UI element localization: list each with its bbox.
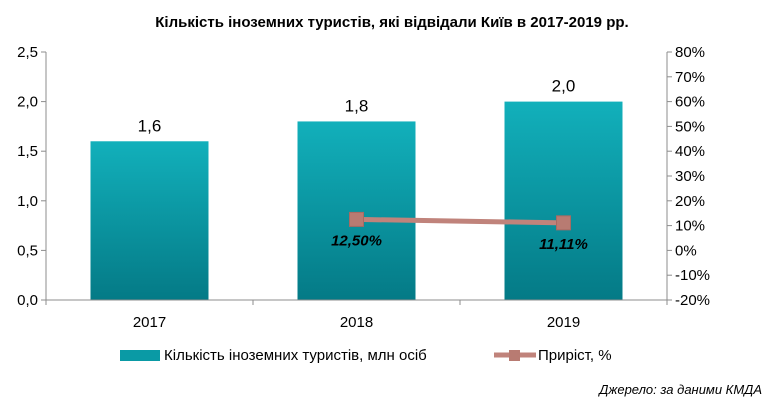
bar-label-2017: 1,6 [138, 116, 162, 135]
right-tick-label: 50% [675, 118, 705, 135]
right-tick-label: 0% [675, 242, 697, 259]
left-tick-label: 0,0 [17, 292, 38, 309]
right-tick-label: 10% [675, 218, 705, 235]
bar-label-2019: 2,0 [552, 77, 576, 96]
legend: Кількість іноземних туристів, млн осіб П… [120, 347, 612, 364]
bar-2018 [297, 121, 416, 300]
right-tick-label: -10% [675, 267, 710, 284]
growth-label-2019: 11,11% [539, 236, 588, 253]
left-tick-label: 2,0 [17, 94, 38, 111]
x-tick-label-2017: 2017 [133, 314, 166, 331]
right-tick-label: 40% [675, 143, 705, 160]
left-tick-label: 2,5 [17, 44, 38, 61]
right-tick-label: -20% [675, 292, 710, 309]
bar-2017 [90, 141, 209, 300]
left-tick-label: 1,5 [17, 143, 38, 160]
growth-label-2018: 12,50% [331, 232, 382, 249]
right-tick-label: 30% [675, 168, 705, 185]
right-tick-label: 80% [675, 44, 705, 61]
x-tick-label-2018: 2018 [340, 314, 373, 331]
legend-label-line: Приріст, % [538, 347, 612, 364]
right-tick-label: 20% [675, 193, 705, 210]
legend-label-bars: Кількість іноземних туристів, млн осіб [164, 347, 427, 364]
chart-title: Кількість іноземних туристів, які відвід… [155, 14, 628, 31]
growth-marker-2018 [349, 211, 364, 227]
bar-label-2018: 1,8 [345, 96, 369, 115]
growth-line [356, 216, 564, 226]
right-tick-label: 60% [675, 94, 705, 111]
right-tick-label: 70% [675, 69, 705, 86]
left-tick-label: 0,5 [17, 242, 38, 259]
x-tick-label-2019: 2019 [547, 314, 580, 331]
legend-swatch-marker [509, 350, 520, 361]
source-note: Джерело: за даними КМДА [597, 382, 762, 397]
legend-swatch-bars [120, 350, 160, 361]
left-tick-label: 1,0 [17, 193, 38, 210]
bar-2019 [504, 101, 623, 300]
growth-marker-2019 [556, 215, 571, 231]
